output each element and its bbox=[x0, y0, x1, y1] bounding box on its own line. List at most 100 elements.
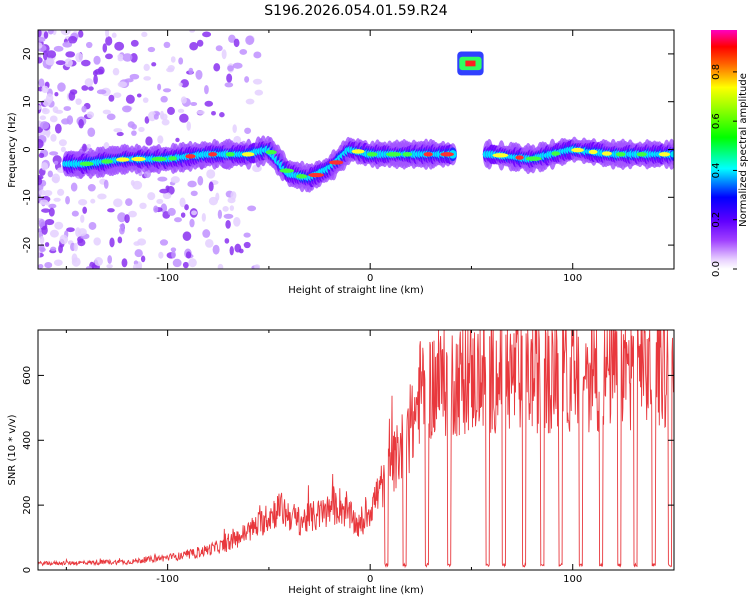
spectrogram-noise-blob bbox=[189, 41, 199, 51]
snr-y-tick-label: 600 bbox=[22, 366, 33, 385]
spectrogram-x-tick-label: -100 bbox=[156, 273, 179, 284]
spectrogram-noise-blob bbox=[130, 53, 138, 63]
spectrogram-noise-blob bbox=[44, 242, 50, 247]
spectrogram-noise-blob bbox=[38, 189, 46, 196]
spectrogram-peak bbox=[351, 149, 365, 154]
chart-title: S196.2026.054.01.59.R24 bbox=[264, 3, 447, 19]
spectrogram-noise-blob bbox=[38, 37, 46, 43]
spectrogram-noise-blob bbox=[82, 206, 88, 214]
spectrogram-peak bbox=[225, 152, 235, 157]
spectrogram-noise-blob bbox=[106, 113, 116, 121]
spectrogram-noise-blob bbox=[87, 127, 96, 137]
spectrogram-noise-blob bbox=[190, 101, 198, 106]
spectrogram-noise-blob bbox=[244, 76, 250, 83]
spectrogram-noise-blob bbox=[153, 113, 159, 120]
spectrogram-noise-blob bbox=[44, 262, 53, 269]
spectrogram-noise-blob bbox=[105, 53, 113, 60]
snr-x-tick-label: 100 bbox=[563, 574, 582, 585]
spectrogram-noise-blob bbox=[175, 137, 180, 143]
spectrogram-noise-blob bbox=[113, 92, 122, 98]
spectrogram-noise-blob bbox=[38, 175, 44, 180]
spectrogram-noise-blob bbox=[38, 218, 46, 229]
spectrogram-noise-blob bbox=[243, 241, 251, 249]
spectrogram-noise-blob bbox=[137, 238, 147, 246]
spectrogram-peak bbox=[241, 152, 255, 157]
spectrogram-noise-blob bbox=[167, 65, 175, 71]
spectrogram-noise-blob bbox=[85, 266, 93, 269]
spectrogram-noise-blob bbox=[57, 82, 66, 92]
spectrogram-noise-blob bbox=[163, 41, 171, 48]
spectrogram-noise-blob bbox=[38, 250, 41, 259]
spectrogram-noise-blob bbox=[117, 81, 128, 88]
spectrogram-noise-blob bbox=[106, 264, 113, 269]
spectrogram-noise-blob bbox=[66, 227, 75, 233]
spectrogram-noise-blob bbox=[60, 146, 66, 153]
spectrogram-noise-blob bbox=[102, 43, 108, 53]
colorbar-tick-label: 0.6 bbox=[711, 113, 722, 129]
spectrogram-noise-blob bbox=[185, 251, 192, 259]
spectrogram-noise-blob bbox=[206, 169, 216, 179]
spectrogram-noise-blob bbox=[102, 109, 111, 115]
spectrogram-noise-blob bbox=[196, 39, 204, 47]
spectrogram-x-tick-label: 100 bbox=[563, 273, 582, 284]
spectrogram-noise-blob bbox=[147, 46, 156, 53]
colorbar-tick-label: 0.8 bbox=[711, 64, 722, 80]
spectrogram-peak bbox=[525, 156, 542, 161]
spectrogram-noise-blob bbox=[111, 32, 117, 38]
spectrogram-noise-blob bbox=[233, 38, 240, 48]
spectrogram-peak bbox=[601, 151, 612, 156]
spectrogram-noise-blob bbox=[196, 110, 205, 115]
spectrogram-noise-blob bbox=[75, 227, 81, 238]
spectrogram-noise-blob bbox=[245, 98, 255, 105]
spectrogram-noise-blob bbox=[160, 113, 168, 121]
spectrogram-noise-blob bbox=[122, 53, 133, 62]
spectrogram-noise-blob bbox=[197, 175, 204, 186]
spectrogram-noise-blob bbox=[38, 30, 42, 38]
spectrogram-noise-blob bbox=[113, 128, 123, 133]
spectrogram-noise-blob bbox=[188, 258, 197, 268]
spectrogram-noise-blob bbox=[53, 45, 64, 52]
spectrogram-noise-blob bbox=[212, 244, 220, 255]
spectrogram-noise-blob bbox=[179, 197, 186, 208]
spectrogram-noise-blob bbox=[130, 180, 135, 186]
spectrogram-peak bbox=[265, 150, 277, 155]
spectrogram-noise-blob bbox=[170, 56, 176, 63]
spectrogram-noise-blob bbox=[93, 55, 101, 65]
spectrogram-noise-blob bbox=[144, 116, 150, 124]
spectrogram-noise-blob bbox=[65, 196, 70, 205]
spectrogram-noise-blob bbox=[254, 89, 264, 96]
spectrogram-noise-blob bbox=[39, 199, 49, 206]
spectrogram-noise-blob bbox=[165, 185, 170, 191]
spectrogram-noise-blob bbox=[147, 192, 156, 201]
spectrogram-noise-blob bbox=[137, 227, 142, 233]
spectrogram-peak bbox=[658, 152, 671, 157]
spectrogram-noise-blob bbox=[232, 124, 237, 134]
snr-y-tick-label: 0 bbox=[22, 567, 33, 573]
spectrogram-noise-blob bbox=[38, 105, 42, 110]
spectrogram-noise-blob bbox=[222, 206, 229, 212]
spectrogram-peak bbox=[101, 159, 113, 164]
spectrogram-noise-blob bbox=[55, 60, 66, 66]
spectrogram-noise-blob bbox=[93, 237, 101, 246]
spectrogram-noise-blob bbox=[49, 229, 59, 238]
spectrogram-peak bbox=[151, 156, 167, 162]
spectrogram-noise-blob bbox=[54, 221, 64, 230]
spectrogram-noise-blob bbox=[204, 100, 214, 107]
spectrogram-noise-blob bbox=[161, 118, 170, 126]
spectrogram-data bbox=[38, 30, 674, 269]
spectrogram-noise-blob bbox=[188, 67, 194, 75]
spectrogram-noise-blob bbox=[39, 236, 45, 245]
snr-x-ticks: -100 0 100 bbox=[65, 330, 675, 585]
spectrogram-noise-blob bbox=[47, 170, 53, 178]
spectrogram-y-tick-label: -20 bbox=[22, 237, 33, 253]
spectrogram-noise-blob bbox=[38, 264, 44, 269]
colorbar: 0.0 0.2 0.4 0.6 0.8 Normalized spectral ampl… bbox=[711, 30, 749, 277]
spectrogram-noise-blob bbox=[38, 138, 44, 149]
spectrogram-noise-blob bbox=[189, 30, 196, 33]
spectrogram-noise-blob bbox=[38, 42, 43, 49]
spectrogram-peak bbox=[79, 161, 94, 167]
spectrogram-noise-blob bbox=[59, 234, 69, 245]
spectrogram-noise-blob bbox=[179, 113, 189, 123]
spectrogram-noise-blob bbox=[143, 63, 150, 72]
